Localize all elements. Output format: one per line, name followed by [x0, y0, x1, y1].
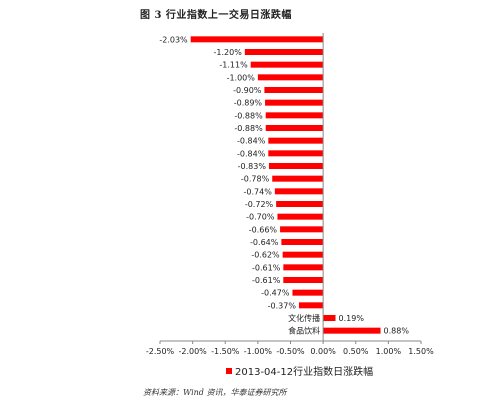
bar	[250, 61, 324, 68]
x-tick-label: -2.00%	[178, 347, 207, 356]
value-labels-layer: -2.03% -1.20% -1.11% -1.00% -0.90% -0.89% -0.8…	[159, 35, 409, 335]
bar	[323, 327, 381, 334]
bar	[190, 36, 324, 43]
value-label: -0.72%	[245, 200, 274, 209]
value-label: -0.64%	[250, 238, 279, 247]
x-tick-label: -2.50%	[146, 347, 175, 356]
legend-label: 2013-04-12行业指数日涨跌幅	[235, 367, 374, 378]
x-tick-label: -0.50%	[276, 347, 305, 356]
value-label: -0.61%	[252, 263, 281, 272]
value-label: -2.03%	[159, 35, 188, 44]
bar	[276, 201, 324, 207]
value-label: -0.89%	[234, 99, 263, 108]
bar	[268, 163, 324, 169]
category-label: 文化传播	[288, 313, 320, 323]
value-label: -0.88%	[234, 111, 263, 120]
x-tick-label: -1.00%	[244, 347, 273, 356]
bar	[268, 150, 324, 157]
bar	[298, 302, 324, 309]
legend: 2013-04-12行业指数日涨跌幅	[226, 363, 373, 378]
bar	[280, 226, 324, 233]
bar	[281, 239, 324, 245]
bars-layer	[190, 36, 381, 334]
bar	[265, 99, 324, 106]
value-label: -0.66%	[249, 225, 278, 234]
value-label: -0.78%	[241, 175, 270, 184]
bar	[265, 125, 324, 131]
value-label: -1.11%	[219, 61, 248, 70]
bar	[283, 277, 324, 283]
category-label: 食品饮料	[288, 326, 320, 336]
value-label: -0.61%	[252, 276, 281, 285]
bar	[244, 49, 324, 55]
bar	[272, 175, 324, 182]
value-label: -0.83%	[238, 162, 267, 171]
bar	[292, 289, 324, 296]
bar	[277, 213, 324, 220]
x-tick-label: 0.50%	[343, 347, 369, 356]
bar	[274, 188, 324, 195]
bar	[283, 264, 324, 271]
x-tick-label: 1.00%	[376, 347, 402, 356]
value-label: -0.74%	[244, 187, 273, 196]
value-label: 0.19%	[339, 314, 365, 323]
value-label: -0.70%	[246, 213, 275, 222]
bar	[268, 137, 324, 144]
value-label: -1.00%	[227, 73, 256, 82]
bar	[265, 112, 324, 119]
value-label: -0.84%	[237, 149, 266, 158]
x-tick-label: 0.00%	[310, 347, 336, 356]
value-label: 0.88%	[384, 327, 410, 336]
x-axis: -2.50% -2.00% -1.50% -1.00% -0.50% 0.00% 0.50%…	[146, 33, 434, 356]
source-note: 资料来源：Wind 资讯，华泰证券研究所	[143, 388, 287, 397]
bar	[257, 74, 324, 81]
value-label: -0.88%	[234, 124, 263, 133]
value-label: -1.20%	[214, 48, 243, 57]
figure-title: 图 3 行业指数上一交易日涨跌幅	[140, 10, 292, 21]
value-label: -0.84%	[237, 137, 266, 146]
bar	[282, 251, 324, 258]
bar	[323, 315, 336, 321]
value-label: -0.62%	[251, 251, 280, 260]
value-label: -0.90%	[233, 86, 262, 95]
legend-swatch	[226, 367, 232, 374]
value-label: -0.47%	[261, 289, 290, 298]
x-tick-label: 1.50%	[408, 347, 434, 356]
bar	[264, 87, 324, 93]
value-label: -0.37%	[268, 301, 297, 310]
x-tick-label: -1.50%	[211, 347, 240, 356]
